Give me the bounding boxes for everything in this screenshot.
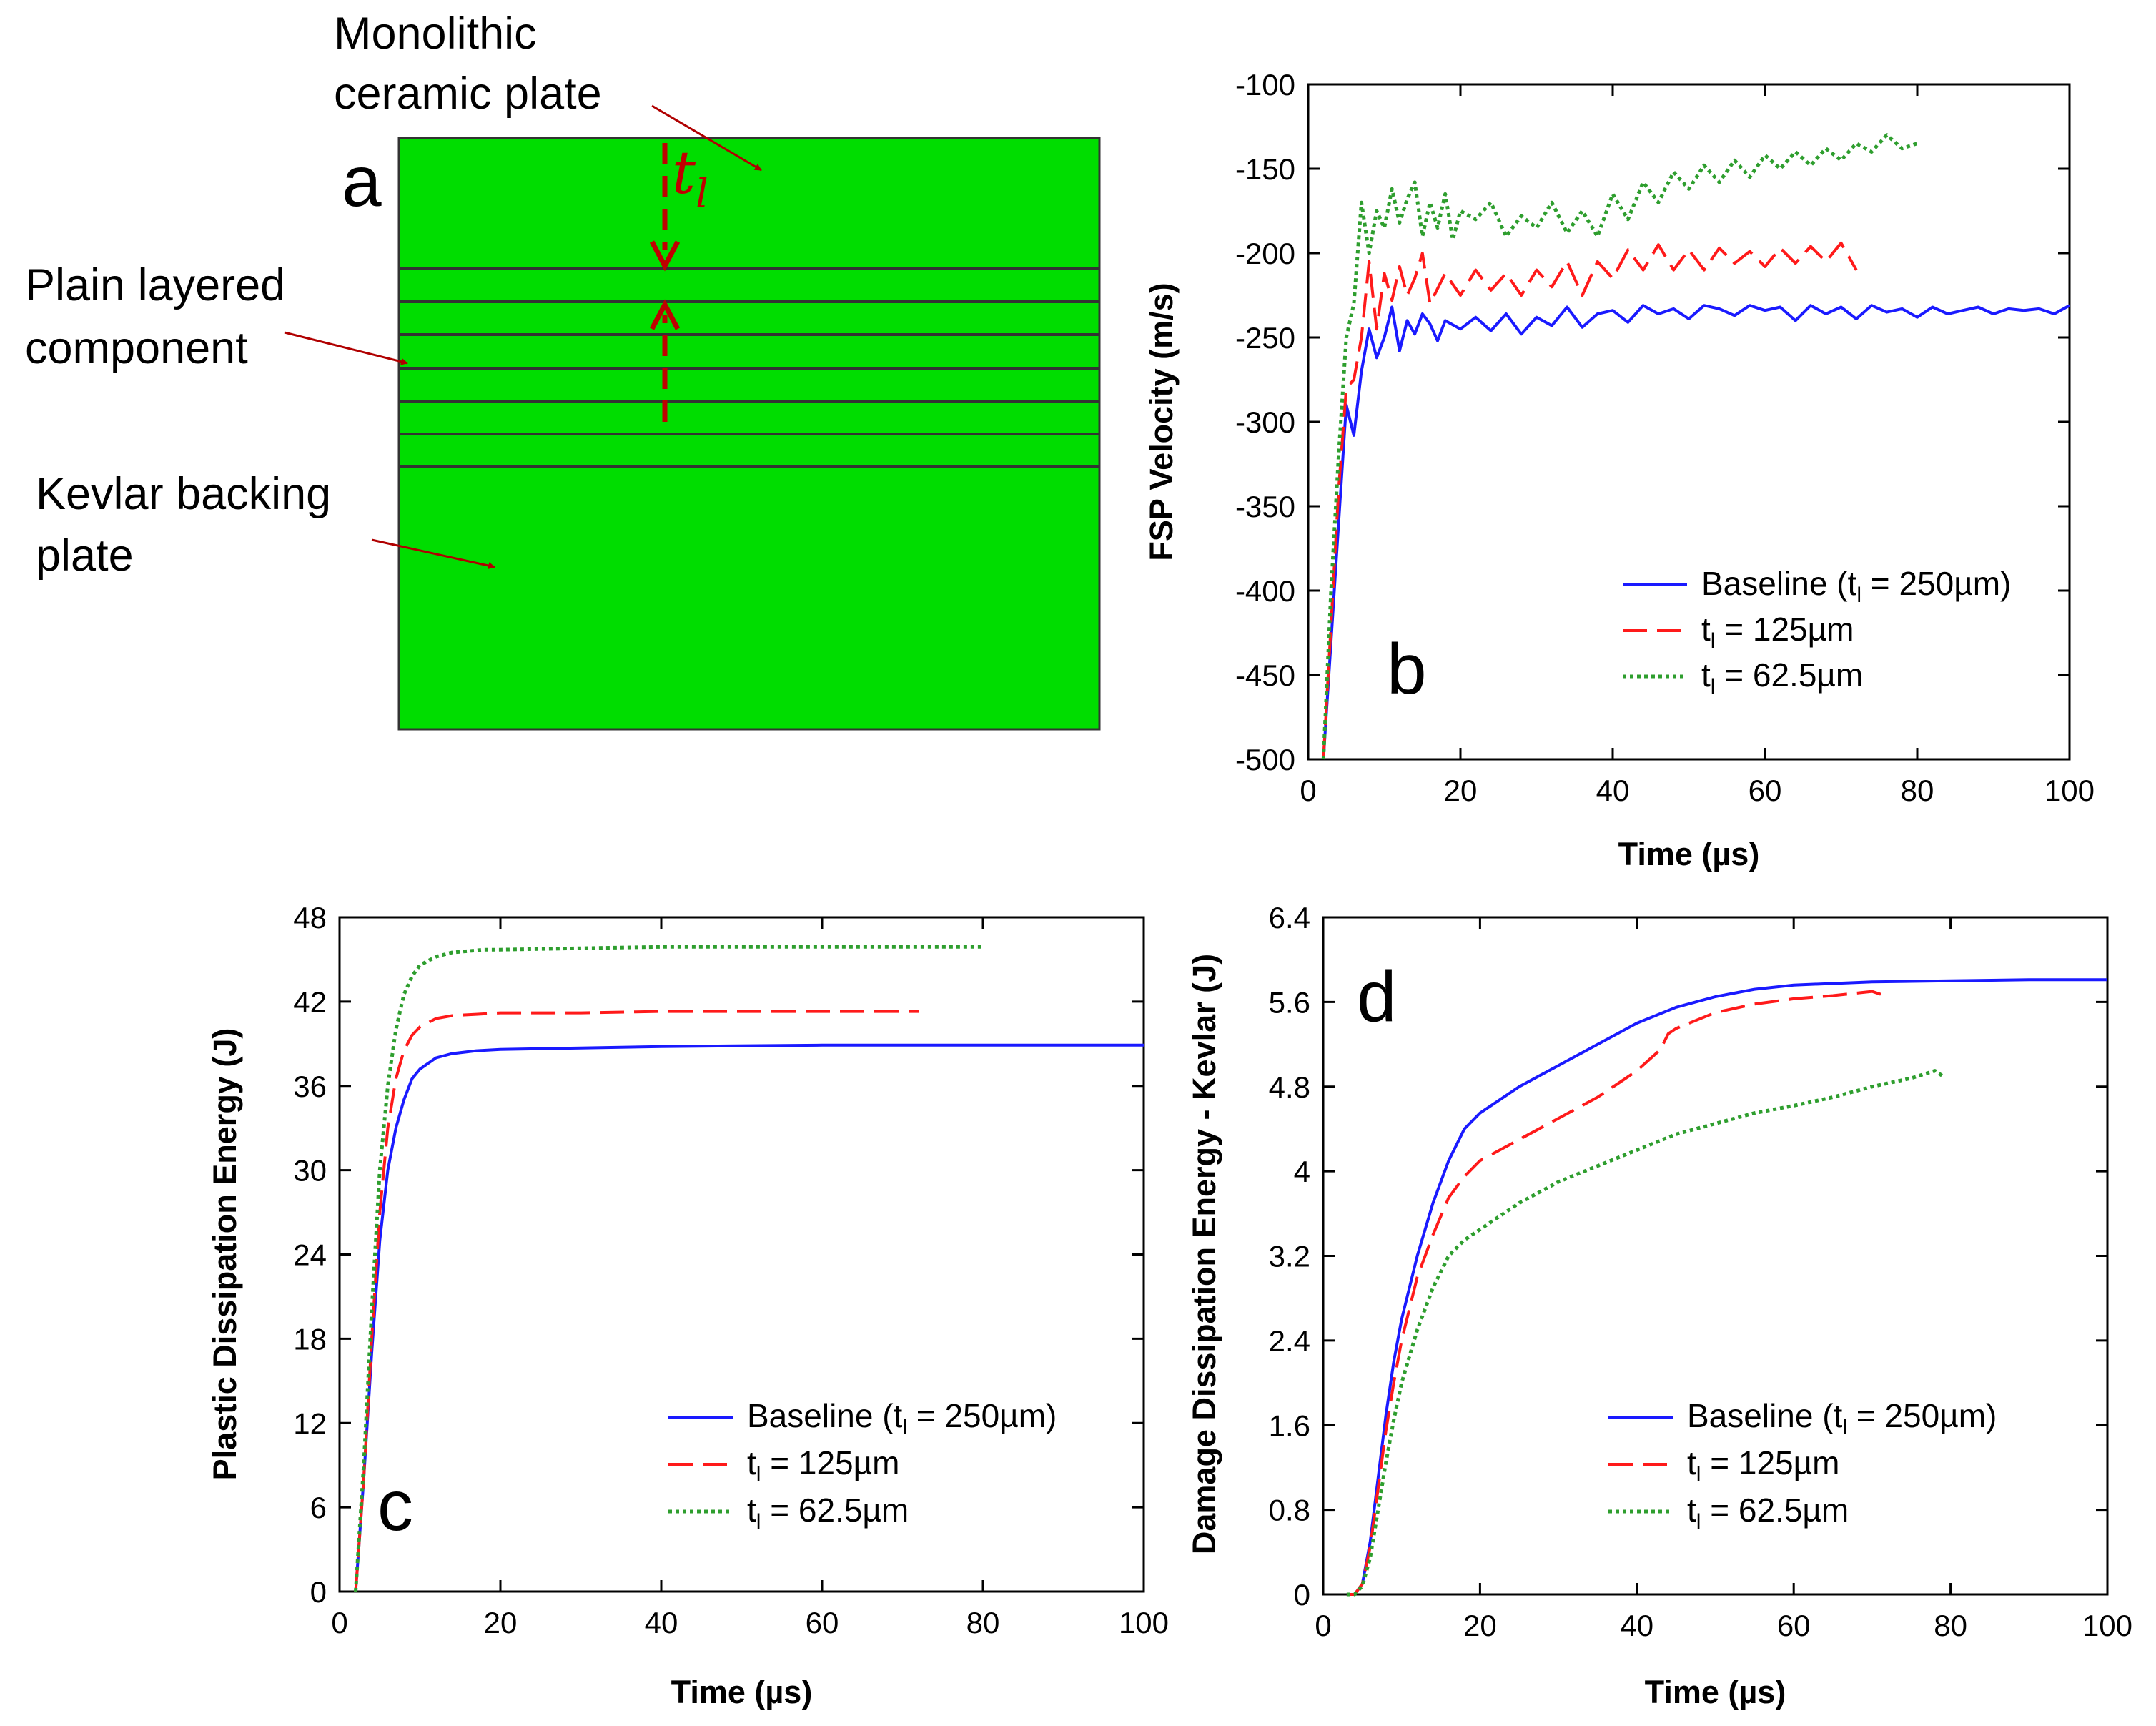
svg-text:Monolithic: Monolithic [334,9,537,59]
legend-label-3: tl = 62.5µm [1687,1491,1849,1534]
arrow-plain-layered [284,331,408,365]
legend-label-3: tl = 62.5µm [747,1491,909,1534]
x-tick-label: 80 [966,1606,1000,1639]
legend-label-2: tl = 125µm [1701,611,1854,653]
legend-label-1: Baseline (tl = 250µm) [1687,1397,1997,1439]
laminate-outline [397,137,1101,731]
x-tick-label: 0 [1300,774,1316,807]
x-tick-label: 80 [1901,774,1934,807]
plot-frame [338,916,1145,1593]
y-tick-label: 2.4 [1269,1324,1310,1358]
y-tick-label: 24 [293,1238,327,1272]
y-tick-label: 48 [293,901,327,934]
x-tick-label: 40 [1596,774,1630,807]
x-tick-label: 40 [1620,1609,1653,1642]
y-tick-label: 6.4 [1269,901,1310,934]
y-tick-label: 3.2 [1269,1240,1310,1273]
arrow-monolithic [651,104,762,172]
x-axis-label: Time (µs) [671,1674,813,1710]
y-tick-label: -450 [1235,659,1295,692]
legend-label-2: tl = 125µm [1687,1444,1839,1486]
x-tick-label: 20 [1463,1609,1497,1642]
y-tick-label: -100 [1235,68,1295,102]
y-tick-label: -250 [1235,321,1295,355]
panel-a-diagram: a tl Monolithic ceramic plate Plain laye… [25,9,1101,731]
legend-label-2: tl = 125µm [747,1444,899,1486]
svg-text:plate: plate [36,531,134,581]
svg-text:component: component [25,323,248,373]
x-tick-label: 100 [2082,1609,2132,1642]
series-line-1 [354,1043,1144,1592]
x-tick-label: 40 [645,1606,678,1639]
x-tick-label: 100 [1119,1606,1169,1639]
x-tick-label: 60 [806,1606,839,1639]
chart-c: 0 20 40 60 80 100 0 6 12 18 24 30 36 42 48 Time (µs) Pla… [207,901,1169,1710]
label-monolithic: Monolithic ceramic plate [334,9,602,119]
y-tick-label: 5.6 [1269,985,1310,1019]
legend-label-1: Baseline (tl = 250µm) [747,1397,1057,1439]
y-tick-label: -300 [1235,405,1295,439]
layer-lines [399,267,1099,468]
y-tick-label: 12 [293,1406,327,1440]
y-tick-label: 42 [293,985,327,1019]
arrow-kevlar [371,538,495,569]
y-tick-label: -350 [1235,490,1295,523]
series-line-1 [1322,304,2070,760]
svg-text:Plain layered: Plain layered [25,260,285,310]
y-tick-label: -200 [1235,237,1295,270]
x-tick-label: 100 [2044,774,2095,807]
series-line-2 [1346,990,1889,1596]
chart-b: 0 20 40 60 80 100 -500 -450 -400 -350 -300 -250 -200… [1143,68,2095,872]
x-tick-label: 80 [1934,1609,1967,1642]
series-line-3 [354,945,983,1592]
panel-label-c: c [377,1466,413,1546]
y-tick-label: 4.8 [1269,1070,1310,1104]
y-axis-label: FSP Velocity (m/s) [1143,282,1180,561]
series-line-2 [354,1010,919,1592]
chart-d: 0 20 40 60 80 100 0 0.8 1.6 2.4 3.2 4 4.8 5.6 6.4 Time … [1186,901,2132,1710]
legend-label-3: tl = 62.5µm [1701,656,1863,699]
series-line-3 [1346,1069,1944,1597]
y-tick-label: 4 [1294,1155,1310,1188]
series-line-3 [1321,133,1918,760]
y-tick-label: 30 [293,1154,327,1188]
x-tick-label: 0 [1315,1609,1331,1642]
y-tick-label: 6 [310,1491,327,1524]
y-axis-label: Damage Dissipation Energy - Kevlar (J) [1186,954,1222,1554]
x-tick-label: 60 [1749,774,1782,807]
y-tick-label: 0 [1294,1578,1310,1612]
x-axis-label: Time (µs) [1645,1674,1786,1710]
y-tick-label: -500 [1235,743,1295,776]
panel-label-a: a [342,142,382,222]
label-plain-layered: Plain layered component [25,260,285,373]
thickness-indicator [649,143,681,422]
label-kevlar: Kevlar backing plate [36,469,331,581]
thickness-label: tl [672,139,708,217]
x-tick-label: 60 [1777,1609,1811,1642]
series-line-1 [1346,978,2107,1596]
x-tick-label: 20 [484,1606,518,1639]
y-axis-label: Plastic Dissipation Energy (J) [207,1028,243,1481]
y-tick-label: -400 [1235,574,1295,608]
y-tick-label: 0 [310,1575,327,1609]
x-axis-label: Time (µs) [1618,836,1760,872]
svg-text:ceramic plate: ceramic plate [334,69,602,119]
series-line-2 [1322,241,1858,760]
x-tick-label: 20 [1444,774,1478,807]
y-tick-label: -150 [1235,152,1295,186]
svg-text:Kevlar backing: Kevlar backing [36,469,331,519]
y-tick-label: 36 [293,1070,327,1103]
legend-label-1: Baseline (tl = 250µm) [1701,565,2011,607]
x-tick-label: 0 [331,1606,347,1639]
y-tick-label: 1.6 [1269,1409,1310,1442]
y-tick-label: 18 [293,1322,327,1356]
panel-label-d: d [1357,957,1397,1037]
panel-label-b: b [1387,629,1427,709]
y-tick-label: 0.8 [1269,1494,1310,1527]
